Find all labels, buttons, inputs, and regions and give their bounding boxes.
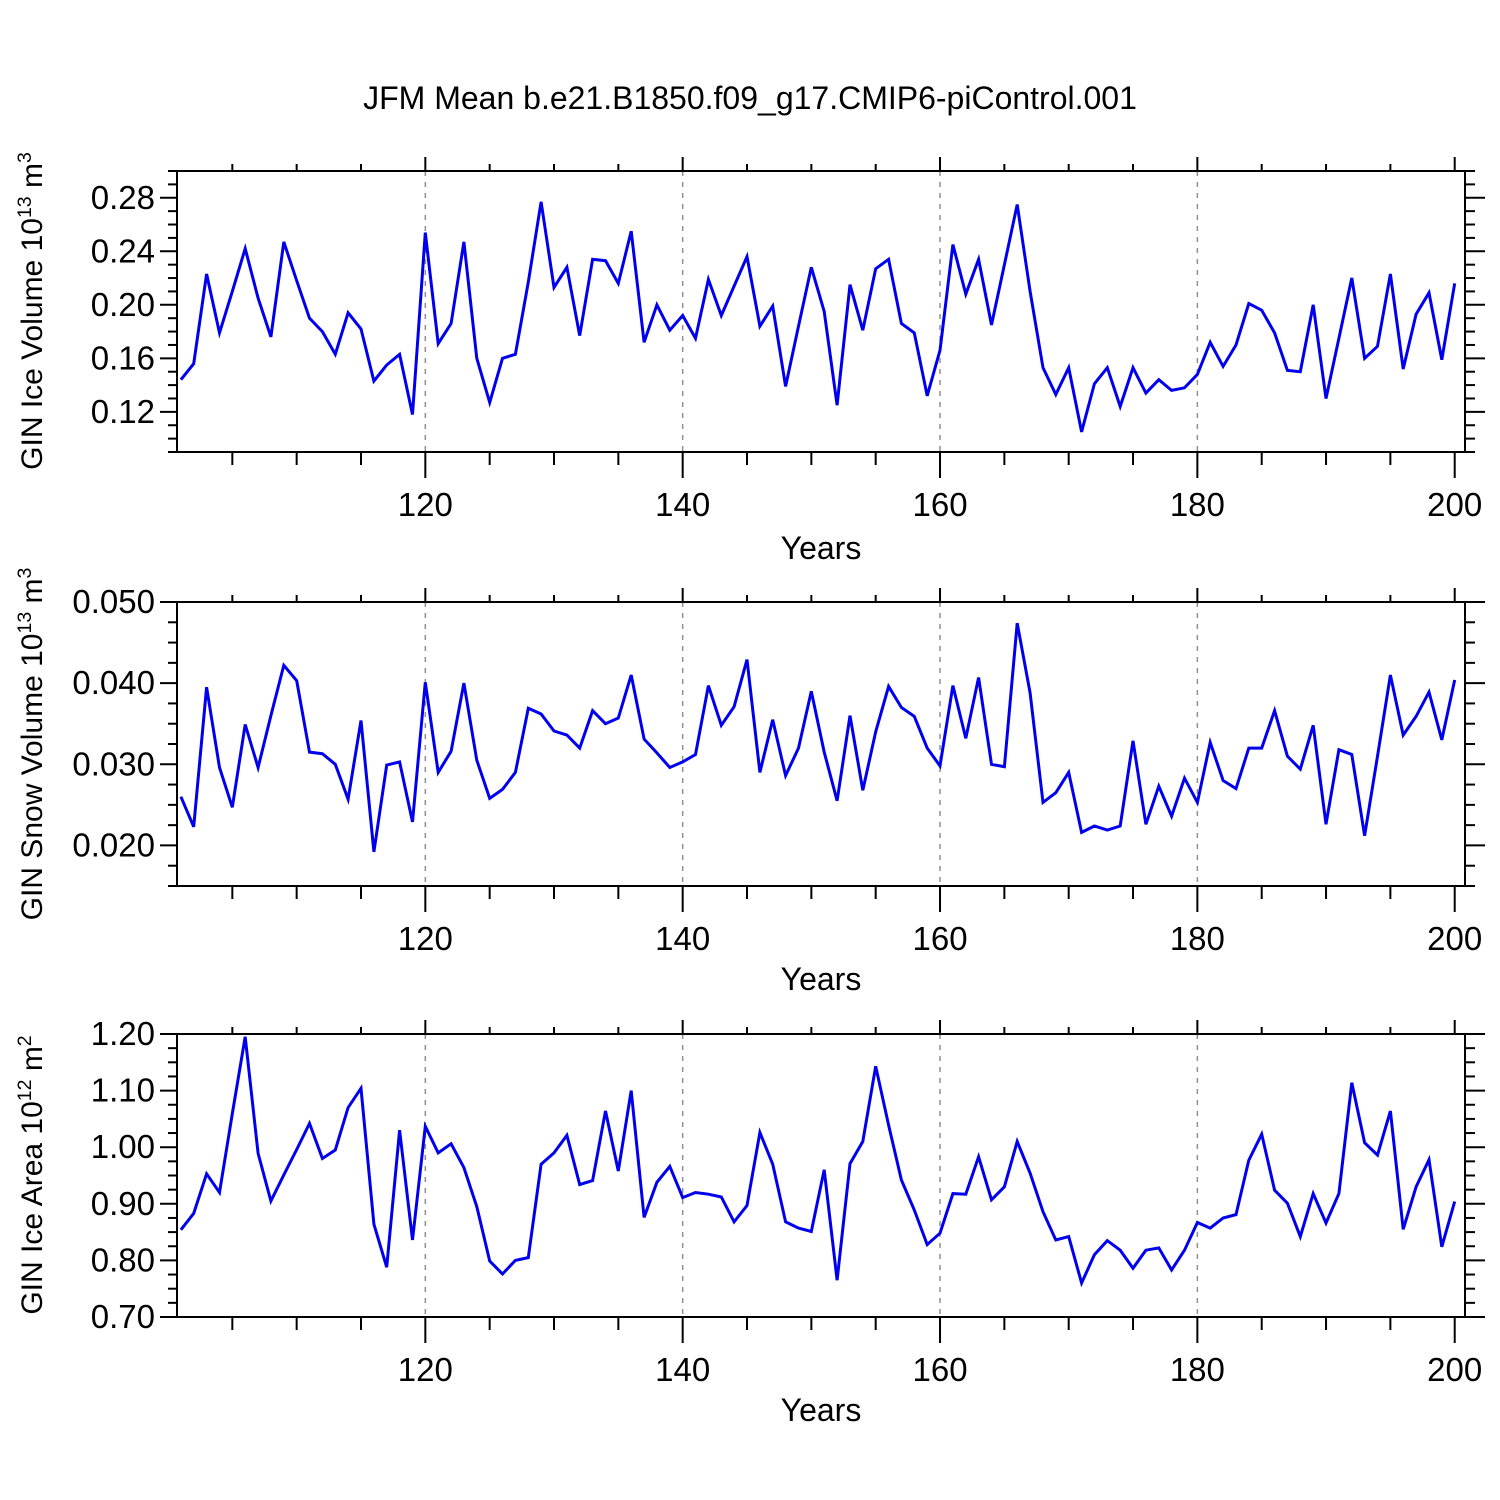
y-tick-label: 1.10: [91, 1072, 155, 1109]
y-tick-label: 0.28: [91, 179, 155, 216]
x-tick-label: 160: [912, 486, 967, 523]
x-tick-label: 200: [1427, 486, 1482, 523]
y-tick-label: 0.16: [91, 339, 155, 376]
x-tick-label: 140: [655, 920, 710, 957]
y-axis-label-exponent: 13: [14, 196, 36, 219]
y-tick-label: 0.24: [91, 232, 155, 269]
y-axis-label-ice-volume: GIN Ice Volume 1013 m3: [14, 152, 50, 470]
plot-frame: [176, 601, 1466, 887]
x-tick-label: 120: [398, 1351, 453, 1388]
panel-2: 120 140 160 180 200 0.020 0.030 0.040 0.050: [72, 583, 1485, 957]
y-tick-label: 0.90: [91, 1185, 155, 1222]
y-tick-label: 0.040: [72, 664, 155, 701]
x-axis-label-panel1: Years: [780, 530, 862, 566]
x-tick-label: 140: [655, 486, 710, 523]
figure-title: JFM Mean b.e21.B1850.f09_g17.CMIP6-piCon…: [363, 80, 1137, 116]
plot-frame: [176, 170, 1466, 453]
y-tick-label: 0.80: [91, 1241, 155, 1278]
y-tick-label: 1.20: [91, 1015, 155, 1052]
y-tick-label: 0.050: [72, 583, 155, 620]
x-tick-label: 140: [655, 1351, 710, 1388]
y-axis-label-exponent: 13: [14, 611, 36, 634]
y-axis-label-unit-exponent: 3: [14, 567, 36, 579]
y-axis-label-snow-volume: GIN Snow Volume 1013 m3: [14, 568, 50, 921]
x-tick-label: 200: [1427, 920, 1482, 957]
panel-1: 120 140 160 180 200 0.12 0.16 0.20 0.24 0.28: [91, 157, 1485, 523]
data-series-line: [179, 1036, 1457, 1288]
y-tick-label: 1.00: [91, 1128, 155, 1165]
y-axis-label-unit: m: [16, 163, 49, 197]
y-axis-label-unit: m: [16, 1046, 49, 1080]
y-axis-label-ice-area: GIN Ice Area 1012 m2: [14, 1035, 50, 1314]
data-series-line: [179, 622, 1457, 853]
x-axis-label-panel2: Years: [780, 961, 862, 997]
y-axis-label-unit-exponent: 2: [14, 1035, 36, 1047]
y-axis-label-text: GIN Ice Volume 10: [16, 218, 49, 470]
y-axis-label-text: GIN Snow Volume 10: [16, 633, 49, 921]
x-tick-label: 160: [912, 1351, 967, 1388]
y-tick-label: 0.70: [91, 1298, 155, 1335]
x-tick-label: 180: [1170, 920, 1225, 957]
panel-3: 120 140 160 180 200 0.70 0.80 0.90 1.00 1.10 1.20: [91, 1015, 1485, 1388]
y-axis-label-unit: m: [16, 578, 49, 612]
x-tick-label: 180: [1170, 1351, 1225, 1388]
y-tick-label: 0.20: [91, 286, 155, 323]
y-axis-label-unit-exponent: 3: [14, 152, 36, 164]
x-tick-label: 160: [912, 920, 967, 957]
y-tick-label: 0.030: [72, 745, 155, 782]
x-tick-label: 180: [1170, 486, 1225, 523]
plot-frame: [176, 1033, 1466, 1318]
x-tick-label: 120: [398, 486, 453, 523]
y-tick-label: 0.12: [91, 393, 155, 430]
y-axis-label-exponent: 12: [14, 1079, 36, 1102]
y-tick-label: 0.020: [72, 826, 155, 863]
data-series-line: [179, 201, 1457, 433]
x-axis-label-panel3: Years: [780, 1392, 862, 1428]
x-tick-label: 120: [398, 920, 453, 957]
y-axis-label-text: GIN Ice Area 10: [16, 1101, 49, 1315]
x-tick-label: 200: [1427, 1351, 1482, 1388]
